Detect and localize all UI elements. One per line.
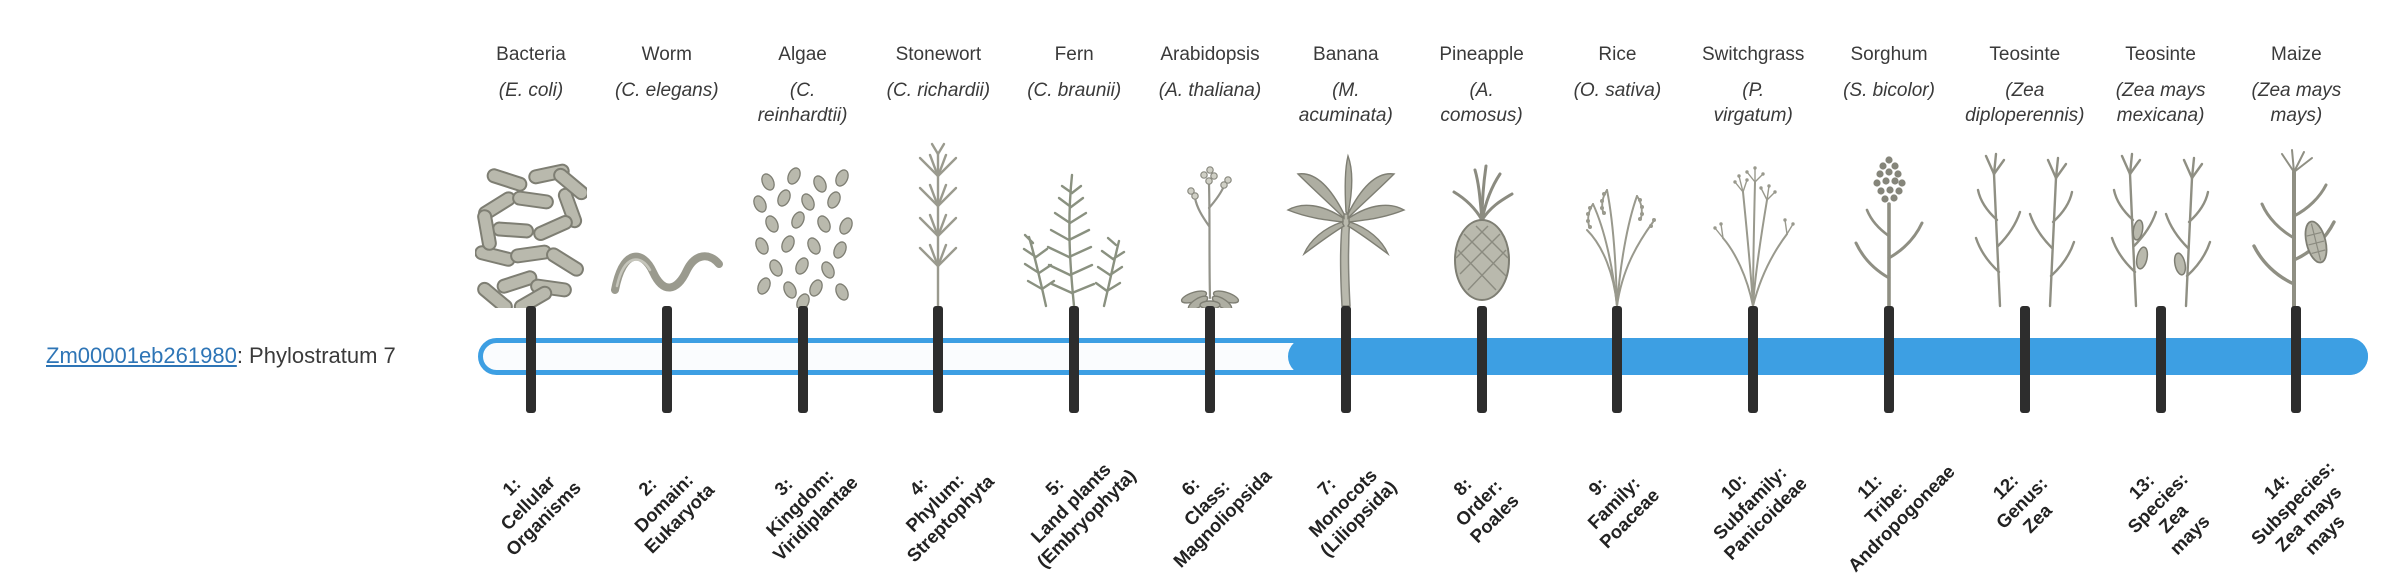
timeline-filled-segment	[1288, 338, 2368, 375]
teosinte-ears-icon	[2086, 138, 2236, 308]
organism-name: Teosinte	[1989, 44, 2061, 65]
organism-scientific-name: (Zea mays mexicana)	[2115, 80, 2206, 126]
phylostratum-tick	[2155, 306, 2166, 413]
phylostratum-axis-label: 10: Subfamily: Panicoideae	[1708, 461, 1812, 564]
arabidopsis-icon	[1135, 138, 1285, 308]
phylostratum-axis-label: 9: Family: Poaceae	[1583, 472, 1664, 553]
maize-icon	[2221, 138, 2371, 308]
organism-scientific-name: (Zea diploperennis)	[1965, 80, 2085, 126]
phylostratum-axis-label: 1: Cellular Organisms	[495, 471, 585, 560]
organism-name: Arabidopsis	[1160, 44, 1260, 65]
organism-name: Fern	[1054, 44, 1094, 65]
organism-name: Algae	[778, 44, 827, 65]
phylostratum-tick	[797, 306, 808, 413]
phylostratum-axis-label: 6: Class: Magnoliopsida	[1169, 465, 1276, 572]
organism-scientific-name: (C. reinhardtii)	[757, 80, 848, 126]
phylostratum-axis-label: 11: Tribe: Andropogoneae	[1843, 460, 1959, 576]
phylostratum-tick	[1205, 306, 1215, 413]
organism-scientific-name: (Zea mays mays)	[2251, 80, 2342, 126]
organism-scientific-name: (M. acuminata)	[1298, 80, 1393, 126]
organism-scientific-name: (A. thaliana)	[1158, 80, 1262, 101]
phylostratum-axis-label: 8: Order: Poales	[1448, 473, 1523, 547]
organism-scientific-name: (E. coli)	[498, 80, 564, 101]
organism-name: Bacteria	[496, 44, 566, 65]
gene-phylostratum-label: Zm00001eb261980: Phylostratum 7	[46, 343, 396, 369]
phylostratum-tick	[2291, 306, 2302, 413]
teosinte-icon	[1950, 138, 2100, 308]
organism-name: Stonewort	[895, 44, 982, 65]
organism-scientific-name: (A. comosus)	[1440, 80, 1523, 126]
worm-icon	[592, 138, 742, 308]
phylostratum-tick	[933, 306, 944, 413]
organism-scientific-name: (C. richardii)	[886, 80, 991, 101]
phylostratum-tick	[526, 306, 536, 413]
organism-scientific-name: (C. elegans)	[615, 80, 719, 101]
phylostratum-tick	[1476, 306, 1487, 413]
algae-icon	[728, 138, 878, 308]
phylostratum-axis-label: 7: Monocots (Liliopsida)	[1303, 464, 1401, 561]
phylostratum-axis-label: 2: Domain: Eukaryota	[629, 468, 719, 558]
switchgrass-icon	[1678, 138, 1828, 308]
sorghum-icon	[1814, 138, 1964, 308]
phylostratum-axis-label: 3: Kingdom: Viridiplantae	[760, 464, 862, 565]
organism-name: Maize	[2271, 44, 2322, 65]
organism-scientific-name: (S. bicolor)	[1843, 80, 1935, 101]
phylostratum-axis-label: 12: Genus: Zea	[1988, 469, 2056, 538]
organism-name: Banana	[1313, 44, 1379, 65]
organism-scientific-name: (P. virgatum)	[1713, 80, 1793, 126]
organism-name: Sorghum	[1850, 44, 1928, 65]
stonewort-icon	[863, 138, 1013, 308]
phylostratum-tick	[661, 306, 672, 413]
phylostratum-tick	[1612, 306, 1623, 413]
phylostratum-tick	[1748, 306, 1759, 413]
phylostratum-axis-label: 5: Land plants (Embryophyta)	[1026, 458, 1141, 572]
banana-icon	[1271, 138, 1421, 308]
phylostratum-axis-label: 14: Subspecies: Zea mays mays	[2246, 456, 2349, 559]
gene-id-link[interactable]: Zm00001eb261980	[46, 343, 237, 368]
organism-name: Worm	[641, 44, 692, 65]
phylostratum-axis-label: 4: Phylum: Streptophyta	[901, 469, 999, 567]
phylostratum-tick	[1340, 306, 1351, 413]
organism-name: Teosinte	[2125, 44, 2196, 65]
organism-name: Pineapple	[1439, 44, 1524, 65]
fern-icon	[999, 138, 1149, 308]
organism-scientific-name: (O. sativa)	[1573, 80, 1662, 101]
organism-name: Rice	[1598, 44, 1637, 65]
phylostratum-axis-label: 13: Species: Zea mays	[2122, 468, 2213, 559]
pineapple-icon	[1407, 138, 1557, 308]
phylostratum-tick	[1069, 306, 1080, 413]
organism-name: Switchgrass	[1701, 44, 1805, 65]
organism-scientific-name: (C. braunii)	[1027, 80, 1122, 101]
rice-icon	[1542, 138, 1692, 308]
phylostratum-tick	[2019, 306, 2030, 413]
bacteria-icon	[456, 138, 606, 308]
phylostratum-tick	[1884, 306, 1894, 413]
phylostratum-text: : Phylostratum 7	[236, 343, 396, 368]
